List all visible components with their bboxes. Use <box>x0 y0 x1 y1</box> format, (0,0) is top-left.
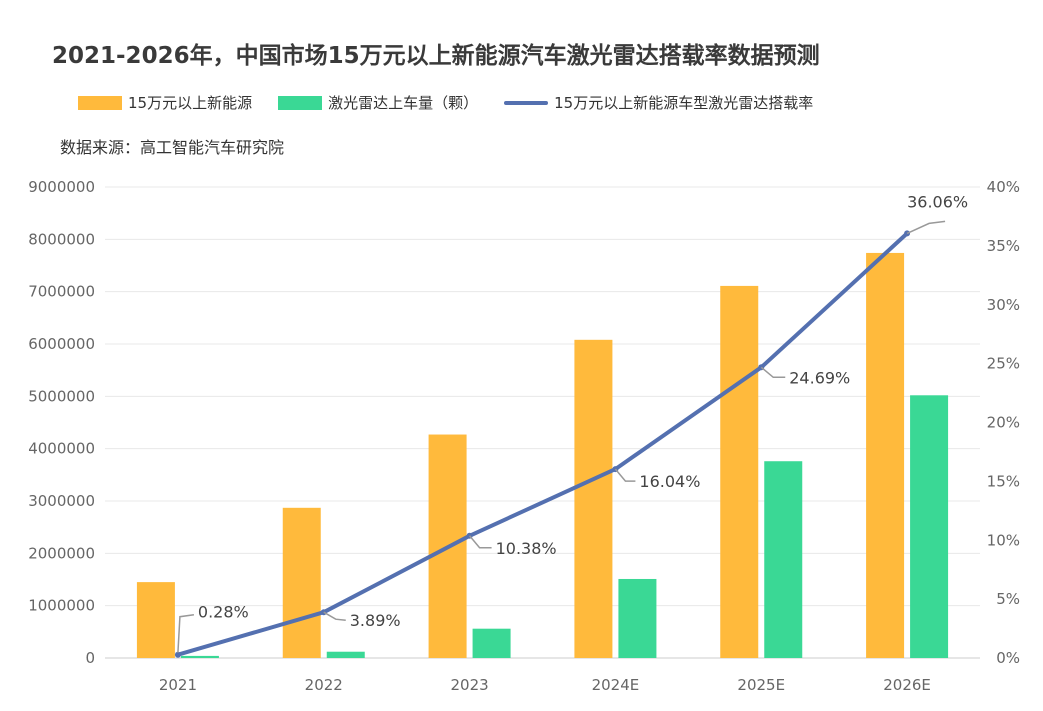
rate-line[interactable] <box>175 231 910 657</box>
bar-new-energy[interactable] <box>720 285 759 658</box>
legend-item-rate[interactable]: 15万元以上新能源车型激光雷达搭载率 <box>504 92 813 113</box>
y-left-tick-label: 4000000 <box>28 440 95 458</box>
y-right-tick-label: 20% <box>987 414 1020 432</box>
chart-legend: 15万元以上新能源 激光雷达上车量（颗） 15万元以上新能源车型激光雷达搭载率 <box>78 92 839 113</box>
bar-new-energy[interactable] <box>866 252 905 658</box>
bar-lidar[interactable] <box>326 651 365 658</box>
y-left-tick-label: 3000000 <box>28 492 95 510</box>
data-label-leader <box>469 535 492 549</box>
rate-data-label: 24.69% <box>789 368 850 387</box>
x-tick-label: 2023 <box>450 676 488 694</box>
data-label-leader <box>614 468 636 482</box>
bar-lidar[interactable] <box>618 578 657 658</box>
x-tick-label: 2024E <box>592 676 640 694</box>
x-tick-label: 2022 <box>305 676 343 694</box>
y-left-tick-label: 0 <box>85 649 95 667</box>
x-tick-label: 2026E <box>883 676 931 694</box>
x-tick-label: 2025E <box>737 676 785 694</box>
legend-item-new-energy[interactable]: 15万元以上新能源 <box>78 92 252 113</box>
y-right-tick-label: 0% <box>996 649 1020 667</box>
rate-data-label: 0.28% <box>198 603 249 622</box>
data-label-leader <box>760 366 786 379</box>
legend-swatch-rate <box>504 100 549 105</box>
legend-swatch-new-energy <box>78 95 122 110</box>
y-right-tick-label: 40% <box>987 178 1020 196</box>
legend-label-lidar: 激光雷达上车量（颗） <box>328 94 479 112</box>
rate-data-label: 10.38% <box>496 539 557 558</box>
y-right-tick-label: 15% <box>987 472 1020 490</box>
y-right-tick-label: 30% <box>987 296 1020 314</box>
x-tick-label: 2021 <box>159 676 197 694</box>
bar-lidar[interactable] <box>180 655 219 658</box>
y-left-tick-label: 9000000 <box>28 178 95 196</box>
bar-new-energy[interactable] <box>136 582 175 658</box>
y-left-tick-label: 6000000 <box>28 335 95 353</box>
y-right-tick-label: 25% <box>987 355 1020 373</box>
rate-data-label: 36.06% <box>907 192 968 211</box>
rate-data-label: 16.04% <box>639 472 700 491</box>
bar-lidar[interactable] <box>910 395 949 658</box>
legend-swatch-lidar <box>278 95 323 110</box>
bar-new-energy[interactable] <box>282 507 321 658</box>
y-right-tick-label: 10% <box>987 531 1020 549</box>
y-left-tick-label: 5000000 <box>28 387 95 405</box>
bar-new-energy[interactable] <box>574 339 613 658</box>
y-left-tick-label: 7000000 <box>28 283 95 301</box>
bar-lidar[interactable] <box>472 628 511 658</box>
rate-point[interactable] <box>174 651 181 658</box>
legend-label-new-energy: 15万元以上新能源 <box>128 94 253 112</box>
data-label-leader <box>323 611 346 621</box>
data-source: 数据来源：高工智能汽车研究院 <box>60 138 285 157</box>
legend-item-lidar[interactable]: 激光雷达上车量（颗） <box>278 92 478 113</box>
y-left-tick-label: 2000000 <box>28 544 95 562</box>
rate-data-label: 3.89% <box>350 611 401 630</box>
y-right-tick-label: 5% <box>996 590 1020 608</box>
bar-lidar[interactable] <box>764 461 803 658</box>
data-label-leader <box>906 220 946 235</box>
y-left-tick-label: 1000000 <box>28 597 95 615</box>
legend-label-rate: 15万元以上新能源车型激光雷达搭载率 <box>554 94 814 112</box>
data-label-leader <box>177 613 195 653</box>
y-left-tick-label: 8000000 <box>28 230 95 248</box>
y-right-tick-label: 35% <box>987 237 1020 255</box>
chart-title: 2021-2026年，中国市场15万元以上新能源汽车激光雷达搭载率数据预测 <box>52 43 820 69</box>
